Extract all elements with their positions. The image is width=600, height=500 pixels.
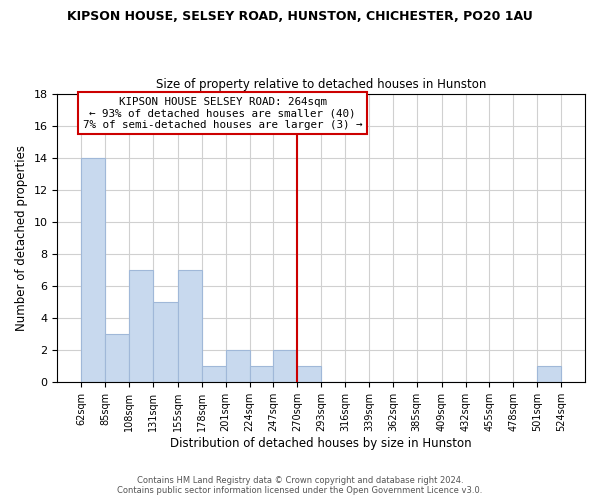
Bar (298, 366, 321, 382)
Y-axis label: Number of detached properties: Number of detached properties (15, 145, 28, 331)
Bar (105, 334, 129, 382)
Text: KIPSON HOUSE, SELSEY ROAD, HUNSTON, CHICHESTER, PO20 1AU: KIPSON HOUSE, SELSEY ROAD, HUNSTON, CHIC… (67, 10, 533, 23)
Bar (153, 302, 178, 382)
Bar (178, 270, 202, 382)
Text: KIPSON HOUSE SELSEY ROAD: 264sqm
← 93% of detached houses are smaller (40)
7% of: KIPSON HOUSE SELSEY ROAD: 264sqm ← 93% o… (83, 97, 362, 130)
Bar (274, 350, 298, 382)
Bar (226, 350, 250, 382)
Bar (129, 270, 153, 382)
Text: Contains HM Land Registry data © Crown copyright and database right 2024.
Contai: Contains HM Land Registry data © Crown c… (118, 476, 482, 495)
X-axis label: Distribution of detached houses by size in Hunston: Distribution of detached houses by size … (170, 437, 472, 450)
Bar (82, 158, 105, 382)
Bar (250, 366, 274, 382)
Title: Size of property relative to detached houses in Hunston: Size of property relative to detached ho… (156, 78, 487, 91)
Bar (202, 366, 226, 382)
Bar (537, 366, 561, 382)
